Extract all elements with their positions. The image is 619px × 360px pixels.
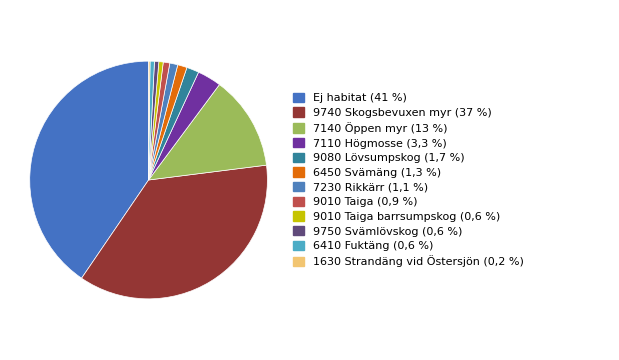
Wedge shape	[82, 165, 267, 299]
Wedge shape	[149, 72, 219, 180]
Wedge shape	[30, 61, 149, 278]
Wedge shape	[149, 63, 178, 180]
Legend: Ej habitat (41 %), 9740 Skogsbevuxen myr (37 %), 7140 Öppen myr (13 %), 7110 Hög: Ej habitat (41 %), 9740 Skogsbevuxen myr…	[290, 90, 526, 270]
Wedge shape	[149, 61, 150, 180]
Wedge shape	[149, 65, 187, 180]
Wedge shape	[149, 62, 163, 180]
Wedge shape	[149, 62, 170, 180]
Wedge shape	[149, 61, 155, 180]
Wedge shape	[149, 85, 266, 180]
Wedge shape	[149, 61, 159, 180]
Wedge shape	[149, 68, 199, 180]
